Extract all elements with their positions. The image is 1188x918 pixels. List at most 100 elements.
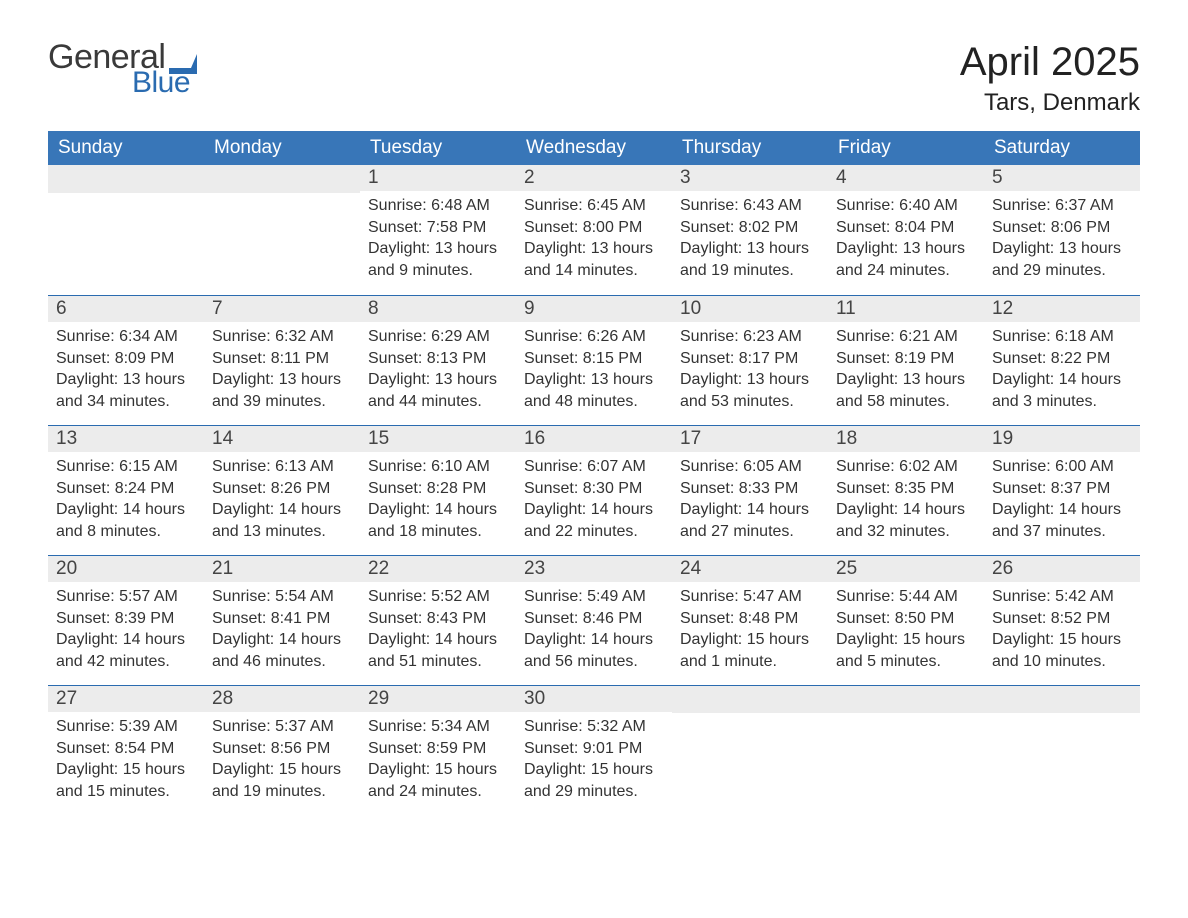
sunset-line: Sunset: 8:43 PM	[368, 608, 508, 630]
calendar-cell	[204, 165, 360, 295]
sunrise-line: Sunrise: 6:26 AM	[524, 326, 664, 348]
day-detail: Sunrise: 6:34 AMSunset: 8:09 PMDaylight:…	[48, 322, 204, 420]
sunrise-line: Sunrise: 5:34 AM	[368, 716, 508, 738]
daylight-line: Daylight: 13 hours and 58 minutes.	[836, 369, 976, 412]
sunrise-line: Sunrise: 5:49 AM	[524, 586, 664, 608]
daylight-line: Daylight: 14 hours and 32 minutes.	[836, 499, 976, 542]
day-detail: Sunrise: 6:10 AMSunset: 8:28 PMDaylight:…	[360, 452, 516, 550]
calendar-cell	[828, 685, 984, 815]
day-number: 28	[204, 685, 360, 712]
day-number: 10	[672, 295, 828, 322]
daylight-line: Daylight: 13 hours and 48 minutes.	[524, 369, 664, 412]
calendar-cell: 28Sunrise: 5:37 AMSunset: 8:56 PMDayligh…	[204, 685, 360, 815]
sunset-line: Sunset: 8:26 PM	[212, 478, 352, 500]
calendar-cell: 15Sunrise: 6:10 AMSunset: 8:28 PMDayligh…	[360, 425, 516, 555]
daylight-line: Daylight: 13 hours and 53 minutes.	[680, 369, 820, 412]
day-number: 25	[828, 555, 984, 582]
sunset-line: Sunset: 8:15 PM	[524, 348, 664, 370]
sunset-line: Sunset: 9:01 PM	[524, 738, 664, 760]
day-number: 29	[360, 685, 516, 712]
day-detail: Sunrise: 6:05 AMSunset: 8:33 PMDaylight:…	[672, 452, 828, 550]
calendar-cell: 16Sunrise: 6:07 AMSunset: 8:30 PMDayligh…	[516, 425, 672, 555]
calendar-cell: 8Sunrise: 6:29 AMSunset: 8:13 PMDaylight…	[360, 295, 516, 425]
day-detail: Sunrise: 6:32 AMSunset: 8:11 PMDaylight:…	[204, 322, 360, 420]
calendar-cell: 30Sunrise: 5:32 AMSunset: 9:01 PMDayligh…	[516, 685, 672, 815]
day-detail: Sunrise: 5:32 AMSunset: 9:01 PMDaylight:…	[516, 712, 672, 810]
sunrise-line: Sunrise: 5:54 AM	[212, 586, 352, 608]
sunset-line: Sunset: 8:54 PM	[56, 738, 196, 760]
calendar-table: Sunday Monday Tuesday Wednesday Thursday…	[48, 131, 1140, 815]
weekday-header: Monday	[204, 131, 360, 165]
day-number: 17	[672, 425, 828, 452]
title-block: April 2025 Tars, Denmark	[960, 40, 1140, 117]
calendar-cell: 14Sunrise: 6:13 AMSunset: 8:26 PMDayligh…	[204, 425, 360, 555]
day-number: 23	[516, 555, 672, 582]
calendar-cell: 27Sunrise: 5:39 AMSunset: 8:54 PMDayligh…	[48, 685, 204, 815]
calendar-cell: 17Sunrise: 6:05 AMSunset: 8:33 PMDayligh…	[672, 425, 828, 555]
brand-word-2: Blue	[48, 68, 190, 98]
sunrise-line: Sunrise: 6:13 AM	[212, 456, 352, 478]
sunrise-line: Sunrise: 6:43 AM	[680, 195, 820, 217]
sunrise-line: Sunrise: 6:15 AM	[56, 456, 196, 478]
day-detail: Sunrise: 5:37 AMSunset: 8:56 PMDaylight:…	[204, 712, 360, 810]
daylight-line: Daylight: 15 hours and 5 minutes.	[836, 629, 976, 672]
day-detail: Sunrise: 5:34 AMSunset: 8:59 PMDaylight:…	[360, 712, 516, 810]
sunset-line: Sunset: 8:22 PM	[992, 348, 1132, 370]
day-detail: Sunrise: 6:37 AMSunset: 8:06 PMDaylight:…	[984, 191, 1140, 289]
sunrise-line: Sunrise: 6:37 AM	[992, 195, 1132, 217]
day-number-empty	[204, 165, 360, 193]
day-detail: Sunrise: 6:40 AMSunset: 8:04 PMDaylight:…	[828, 191, 984, 289]
daylight-line: Daylight: 13 hours and 29 minutes.	[992, 238, 1132, 281]
calendar-week-row: 20Sunrise: 5:57 AMSunset: 8:39 PMDayligh…	[48, 555, 1140, 685]
daylight-line: Daylight: 13 hours and 24 minutes.	[836, 238, 976, 281]
sunset-line: Sunset: 8:35 PM	[836, 478, 976, 500]
day-detail: Sunrise: 5:42 AMSunset: 8:52 PMDaylight:…	[984, 582, 1140, 680]
day-number: 20	[48, 555, 204, 582]
day-detail: Sunrise: 6:29 AMSunset: 8:13 PMDaylight:…	[360, 322, 516, 420]
sunset-line: Sunset: 8:46 PM	[524, 608, 664, 630]
daylight-line: Daylight: 15 hours and 10 minutes.	[992, 629, 1132, 672]
weekday-header: Saturday	[984, 131, 1140, 165]
daylight-line: Daylight: 13 hours and 44 minutes.	[368, 369, 508, 412]
sunset-line: Sunset: 8:02 PM	[680, 217, 820, 239]
sunrise-line: Sunrise: 6:40 AM	[836, 195, 976, 217]
calendar-cell: 23Sunrise: 5:49 AMSunset: 8:46 PMDayligh…	[516, 555, 672, 685]
sunrise-line: Sunrise: 6:00 AM	[992, 456, 1132, 478]
weekday-header: Sunday	[48, 131, 204, 165]
sunset-line: Sunset: 8:00 PM	[524, 217, 664, 239]
daylight-line: Daylight: 14 hours and 13 minutes.	[212, 499, 352, 542]
day-number: 27	[48, 685, 204, 712]
day-detail: Sunrise: 6:23 AMSunset: 8:17 PMDaylight:…	[672, 322, 828, 420]
calendar-cell: 26Sunrise: 5:42 AMSunset: 8:52 PMDayligh…	[984, 555, 1140, 685]
sunset-line: Sunset: 7:58 PM	[368, 217, 508, 239]
day-number-empty	[828, 685, 984, 713]
day-number: 24	[672, 555, 828, 582]
calendar-week-row: 13Sunrise: 6:15 AMSunset: 8:24 PMDayligh…	[48, 425, 1140, 555]
sunrise-line: Sunrise: 5:57 AM	[56, 586, 196, 608]
day-detail: Sunrise: 6:45 AMSunset: 8:00 PMDaylight:…	[516, 191, 672, 289]
day-number-empty	[672, 685, 828, 713]
day-detail: Sunrise: 5:39 AMSunset: 8:54 PMDaylight:…	[48, 712, 204, 810]
daylight-line: Daylight: 15 hours and 1 minute.	[680, 629, 820, 672]
day-detail: Sunrise: 5:52 AMSunset: 8:43 PMDaylight:…	[360, 582, 516, 680]
day-number: 19	[984, 425, 1140, 452]
sunrise-line: Sunrise: 6:07 AM	[524, 456, 664, 478]
calendar-cell: 9Sunrise: 6:26 AMSunset: 8:15 PMDaylight…	[516, 295, 672, 425]
calendar-cell: 19Sunrise: 6:00 AMSunset: 8:37 PMDayligh…	[984, 425, 1140, 555]
calendar-cell: 11Sunrise: 6:21 AMSunset: 8:19 PMDayligh…	[828, 295, 984, 425]
daylight-line: Daylight: 15 hours and 29 minutes.	[524, 759, 664, 802]
daylight-line: Daylight: 14 hours and 27 minutes.	[680, 499, 820, 542]
day-number: 11	[828, 295, 984, 322]
day-number: 26	[984, 555, 1140, 582]
daylight-line: Daylight: 14 hours and 3 minutes.	[992, 369, 1132, 412]
sunset-line: Sunset: 8:17 PM	[680, 348, 820, 370]
sunrise-line: Sunrise: 6:32 AM	[212, 326, 352, 348]
sunrise-line: Sunrise: 5:52 AM	[368, 586, 508, 608]
sunset-line: Sunset: 8:28 PM	[368, 478, 508, 500]
calendar-cell: 20Sunrise: 5:57 AMSunset: 8:39 PMDayligh…	[48, 555, 204, 685]
calendar-cell: 25Sunrise: 5:44 AMSunset: 8:50 PMDayligh…	[828, 555, 984, 685]
daylight-line: Daylight: 15 hours and 15 minutes.	[56, 759, 196, 802]
brand-logo: General Blue	[48, 40, 197, 98]
sunset-line: Sunset: 8:50 PM	[836, 608, 976, 630]
day-number: 22	[360, 555, 516, 582]
